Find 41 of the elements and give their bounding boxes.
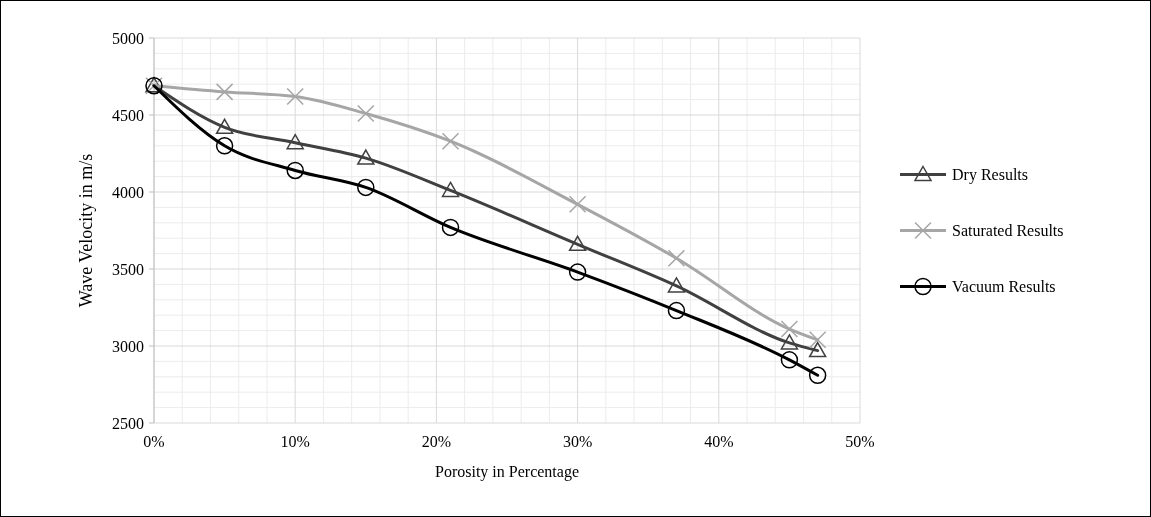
point: [215, 83, 234, 101]
point: [667, 249, 686, 267]
y-axis-title: Wave Velocity in m/s: [76, 153, 96, 308]
y-tick-label: 4000: [112, 183, 144, 201]
point: [667, 277, 686, 293]
point: [441, 132, 460, 150]
point: [286, 161, 304, 180]
y-tick-label: 5000: [112, 29, 144, 47]
point: [780, 351, 799, 369]
y-tick-label: 3500: [112, 260, 144, 278]
x-axis-title: Porosity in Percentage: [435, 463, 579, 481]
legend-label: Vacuum Results: [952, 278, 1056, 296]
x-tick-label: 20%: [421, 433, 452, 450]
point: [568, 195, 587, 214]
point: [568, 235, 587, 252]
y-tick-label: 3000: [112, 337, 144, 355]
point: [286, 133, 304, 150]
x-tick-label: 50%: [845, 433, 875, 450]
x-tick-label: 30%: [562, 433, 593, 450]
point: [441, 218, 460, 237]
point: [808, 366, 827, 385]
point: [568, 263, 587, 281]
point: [357, 178, 375, 197]
y-tick-label: 2500: [112, 414, 144, 432]
x-tick-label: 40%: [704, 433, 734, 450]
x-tick-label: 10%: [280, 433, 310, 450]
point: [357, 149, 375, 165]
point: [780, 320, 799, 338]
point: [780, 334, 799, 350]
point: [215, 118, 234, 135]
legend-label: Dry Results: [952, 166, 1028, 185]
point: [286, 87, 304, 106]
x-tick-label: 0%: [143, 433, 165, 450]
point: [808, 331, 827, 349]
point: [357, 104, 375, 123]
point: [441, 181, 460, 198]
y-tick-label: 4500: [112, 106, 144, 124]
point: [215, 137, 234, 155]
point: [667, 301, 686, 320]
legend-label: Saturated Results: [952, 222, 1064, 240]
point: [808, 341, 827, 358]
